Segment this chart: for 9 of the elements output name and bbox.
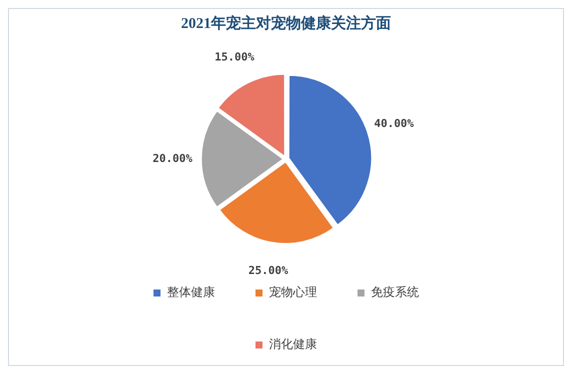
legend-label: 宠物心理: [269, 285, 317, 300]
legend-label: 免疫系统: [371, 285, 419, 300]
data-label: 40.00%: [374, 116, 414, 130]
legend-label: 消化健康: [269, 337, 317, 352]
data-label: 25.00%: [248, 264, 288, 277]
legend-label: 整体健康: [167, 285, 215, 300]
chart-title: 2021年宠主对宠物健康关注方面: [181, 14, 391, 32]
data-label: 20.00%: [152, 152, 193, 165]
data-label: 15.00%: [214, 50, 255, 64]
